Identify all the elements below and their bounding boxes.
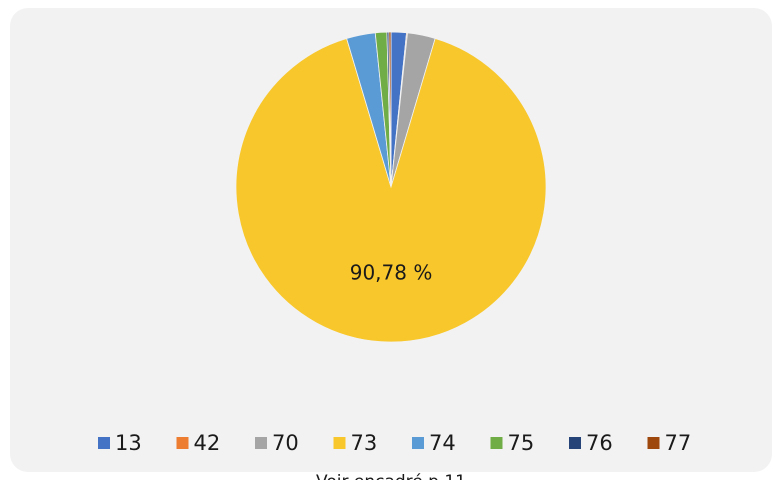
legend-label: 42 [194,431,221,455]
legend-label: 73 [351,431,378,455]
pie-slice [388,31,392,188]
legend-label: 75 [508,431,535,455]
legend-swatch [647,437,660,449]
legend-swatch [333,437,346,449]
legend-label: 74 [429,431,456,455]
legend-swatch [412,437,424,449]
legend-swatch [569,437,581,449]
legend-swatch [176,437,189,449]
legend-label: 70 [272,431,299,455]
legend-swatch [255,437,267,449]
pie-slice [235,37,547,343]
legend-label: 76 [586,431,613,455]
legend-swatch [490,437,503,449]
data-label: 90,78 % [350,260,433,284]
legend-label: 77 [665,431,692,455]
legend-swatch [98,437,110,449]
legend-label: 13 [115,431,142,455]
note: Voir encadré p.11 [316,472,466,480]
